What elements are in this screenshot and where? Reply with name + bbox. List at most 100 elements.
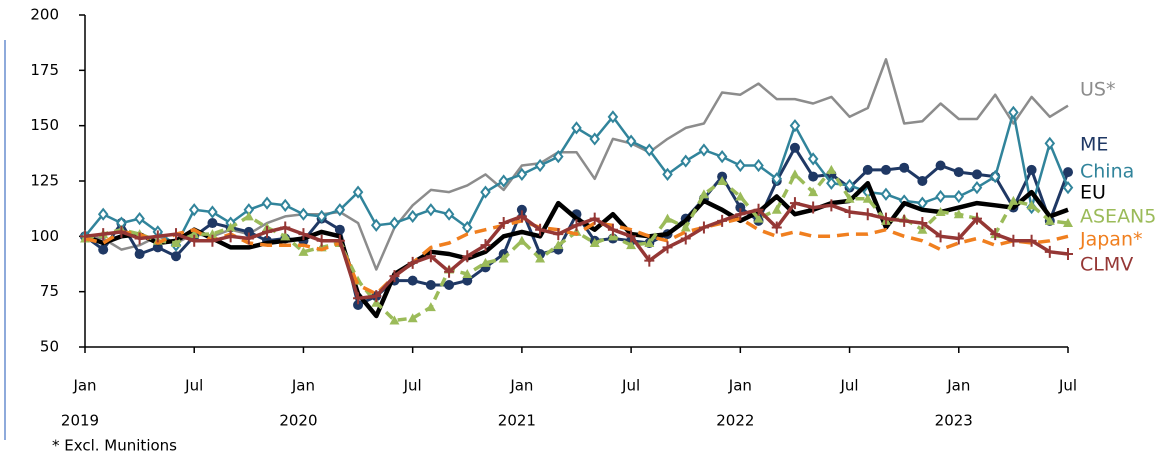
point <box>243 211 254 221</box>
point <box>862 164 873 175</box>
legend-label: ASEAN5 <box>1080 206 1156 228</box>
point <box>826 199 837 212</box>
point <box>626 240 637 250</box>
point <box>425 280 436 291</box>
point <box>735 202 746 213</box>
legend-label: ME <box>1080 134 1108 156</box>
series-group <box>84 180 1069 319</box>
point <box>935 160 946 171</box>
point <box>662 167 673 181</box>
point <box>498 217 509 230</box>
point <box>1044 245 1055 258</box>
y-tick-label: 50 <box>40 338 59 356</box>
point <box>735 208 746 221</box>
point <box>298 228 309 241</box>
point <box>516 210 527 223</box>
point <box>171 237 182 247</box>
point <box>243 226 254 237</box>
series-line <box>84 180 1069 319</box>
point <box>443 207 455 221</box>
point <box>352 185 364 199</box>
point <box>425 302 436 312</box>
point <box>899 214 910 227</box>
point <box>134 232 145 245</box>
x-tick-label: Jan <box>946 377 970 395</box>
point <box>1062 181 1074 195</box>
point <box>553 150 564 164</box>
legend-label: US* <box>1080 79 1115 101</box>
y-tick-label: 100 <box>30 227 59 245</box>
point <box>553 240 564 250</box>
point <box>917 217 928 230</box>
point <box>444 280 455 291</box>
point <box>444 265 455 278</box>
point <box>225 230 236 243</box>
point <box>189 234 200 247</box>
point <box>808 171 819 182</box>
point <box>134 249 145 260</box>
legend-label: EU <box>1080 182 1106 204</box>
point <box>789 169 800 179</box>
point <box>899 162 910 173</box>
point <box>462 275 473 286</box>
x-tick-label: Jan <box>509 377 533 395</box>
point <box>207 229 218 239</box>
point <box>808 201 819 214</box>
point <box>334 234 345 247</box>
year-label: 2020 <box>279 412 317 430</box>
point <box>207 218 218 229</box>
point <box>753 158 764 173</box>
point <box>735 158 746 173</box>
point <box>844 205 855 218</box>
point <box>571 121 582 135</box>
point <box>480 185 491 199</box>
point <box>662 213 673 223</box>
point <box>371 290 382 303</box>
point <box>134 212 145 226</box>
point <box>1044 215 1055 225</box>
point <box>989 169 1001 184</box>
legend-label: CLMV <box>1080 254 1133 276</box>
point <box>716 150 728 164</box>
point <box>280 231 291 241</box>
point <box>498 253 509 263</box>
year-label: 2022 <box>716 412 754 430</box>
point <box>1026 164 1037 175</box>
x-tick-label: Jan <box>728 377 752 395</box>
point <box>953 189 965 204</box>
footnote: * Excl. Munitions <box>52 437 177 455</box>
y-tick-label: 175 <box>30 61 59 79</box>
point <box>880 187 892 201</box>
x-tick-label: Jul <box>840 377 859 395</box>
point <box>334 224 345 235</box>
x-tick-label: Jul <box>621 377 640 395</box>
year-label: 2023 <box>935 412 973 430</box>
point <box>407 275 418 286</box>
point <box>1008 195 1019 205</box>
point <box>370 218 382 232</box>
point <box>207 205 218 219</box>
point <box>171 228 182 241</box>
point <box>953 232 964 245</box>
point <box>680 154 692 168</box>
legend-label: China <box>1080 161 1134 183</box>
point <box>917 224 928 234</box>
point <box>334 203 346 217</box>
point <box>316 209 327 224</box>
y-tick-label: 125 <box>30 172 59 190</box>
point <box>625 134 637 148</box>
point <box>680 232 691 245</box>
point <box>261 196 273 210</box>
point <box>225 222 236 232</box>
point <box>698 143 710 157</box>
point <box>935 230 946 243</box>
point <box>1044 136 1056 150</box>
point <box>389 216 400 230</box>
point <box>717 214 728 227</box>
point <box>279 198 291 212</box>
point <box>607 110 619 124</box>
point <box>735 191 746 201</box>
point <box>516 204 527 215</box>
point <box>826 164 837 174</box>
